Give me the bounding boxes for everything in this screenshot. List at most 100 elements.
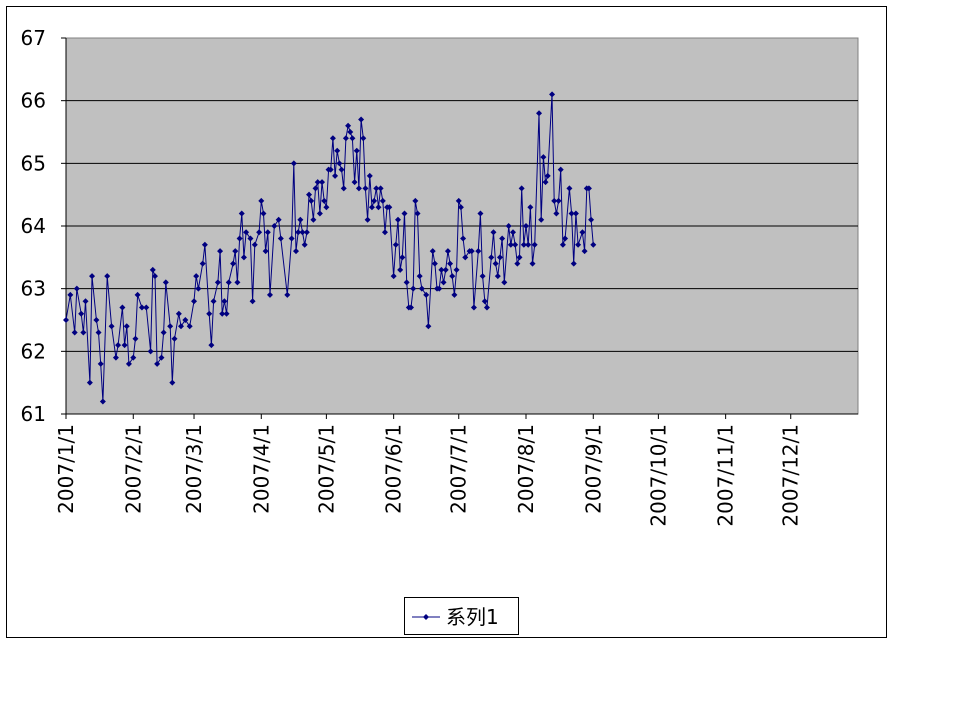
- point: [509, 229, 516, 236]
- point: [531, 241, 538, 248]
- point: [418, 285, 425, 292]
- point: [588, 216, 595, 223]
- point: [496, 254, 503, 261]
- point: [221, 298, 228, 305]
- y-tick-label: 65: [21, 151, 46, 175]
- point: [499, 235, 506, 242]
- point: [355, 185, 362, 192]
- point: [342, 135, 349, 142]
- y-tick-label: 66: [21, 89, 46, 113]
- point: [293, 248, 300, 255]
- point: [251, 241, 258, 248]
- point: [67, 291, 74, 298]
- point: [390, 273, 397, 280]
- point: [310, 216, 317, 223]
- point: [223, 310, 230, 317]
- point: [386, 204, 393, 211]
- point: [408, 304, 415, 311]
- x-tick-label: 2007/7/1: [447, 424, 471, 514]
- point: [477, 210, 484, 217]
- point: [429, 248, 436, 255]
- point: [505, 223, 512, 229]
- point: [512, 241, 519, 248]
- point: [160, 329, 167, 336]
- point: [375, 204, 382, 211]
- x-tick-label: 2007/11/1: [714, 424, 738, 527]
- point: [483, 304, 490, 311]
- point: [271, 223, 278, 229]
- point: [121, 342, 128, 349]
- point: [412, 197, 419, 204]
- point: [99, 398, 106, 405]
- point: [340, 185, 347, 192]
- point: [401, 210, 408, 217]
- point: [301, 241, 308, 248]
- point: [258, 197, 265, 204]
- point: [78, 310, 85, 317]
- point: [549, 91, 556, 98]
- point: [381, 229, 388, 236]
- point: [447, 260, 454, 267]
- point: [295, 229, 302, 236]
- point: [154, 360, 161, 367]
- point: [442, 266, 449, 273]
- point: [373, 185, 380, 192]
- point: [555, 197, 562, 204]
- point: [347, 129, 354, 135]
- point: [514, 260, 521, 267]
- point: [316, 210, 323, 217]
- point: [175, 310, 182, 317]
- point: [193, 273, 200, 280]
- point: [581, 248, 588, 255]
- point: [449, 273, 456, 280]
- point: [147, 348, 154, 355]
- point: [575, 241, 582, 248]
- point: [230, 260, 237, 267]
- point: [553, 210, 560, 217]
- point: [238, 210, 245, 217]
- point: [217, 248, 224, 255]
- point: [63, 317, 69, 323]
- point: [451, 291, 458, 298]
- point: [266, 291, 273, 298]
- point: [308, 197, 315, 204]
- point: [570, 260, 577, 267]
- point: [182, 317, 189, 323]
- point: [455, 197, 462, 204]
- point: [210, 298, 217, 305]
- point: [349, 135, 356, 142]
- point: [436, 285, 443, 292]
- point: [516, 254, 523, 261]
- point: [470, 304, 477, 311]
- point: [323, 204, 330, 211]
- point: [240, 254, 247, 261]
- point: [362, 185, 369, 192]
- point: [557, 166, 564, 173]
- point: [247, 235, 254, 242]
- point: [542, 179, 549, 186]
- point: [529, 260, 536, 267]
- point: [319, 179, 326, 186]
- x-tick-label: 2007/3/1: [182, 424, 206, 514]
- point: [80, 329, 87, 336]
- point: [520, 241, 527, 248]
- point: [423, 291, 430, 298]
- point: [236, 235, 243, 242]
- legend: [404, 597, 519, 635]
- point: [299, 229, 306, 236]
- point: [306, 191, 313, 198]
- x-tick-label: 2007/2/1: [121, 424, 145, 514]
- point: [536, 110, 543, 117]
- point: [538, 216, 545, 223]
- point: [494, 273, 501, 280]
- point: [199, 260, 206, 267]
- point: [440, 279, 447, 286]
- point: [104, 273, 111, 280]
- point: [93, 317, 100, 323]
- point: [178, 323, 185, 330]
- point: [414, 210, 421, 217]
- point: [444, 248, 451, 255]
- y-tick-label: 61: [21, 402, 46, 426]
- point: [336, 160, 343, 167]
- point: [262, 248, 269, 255]
